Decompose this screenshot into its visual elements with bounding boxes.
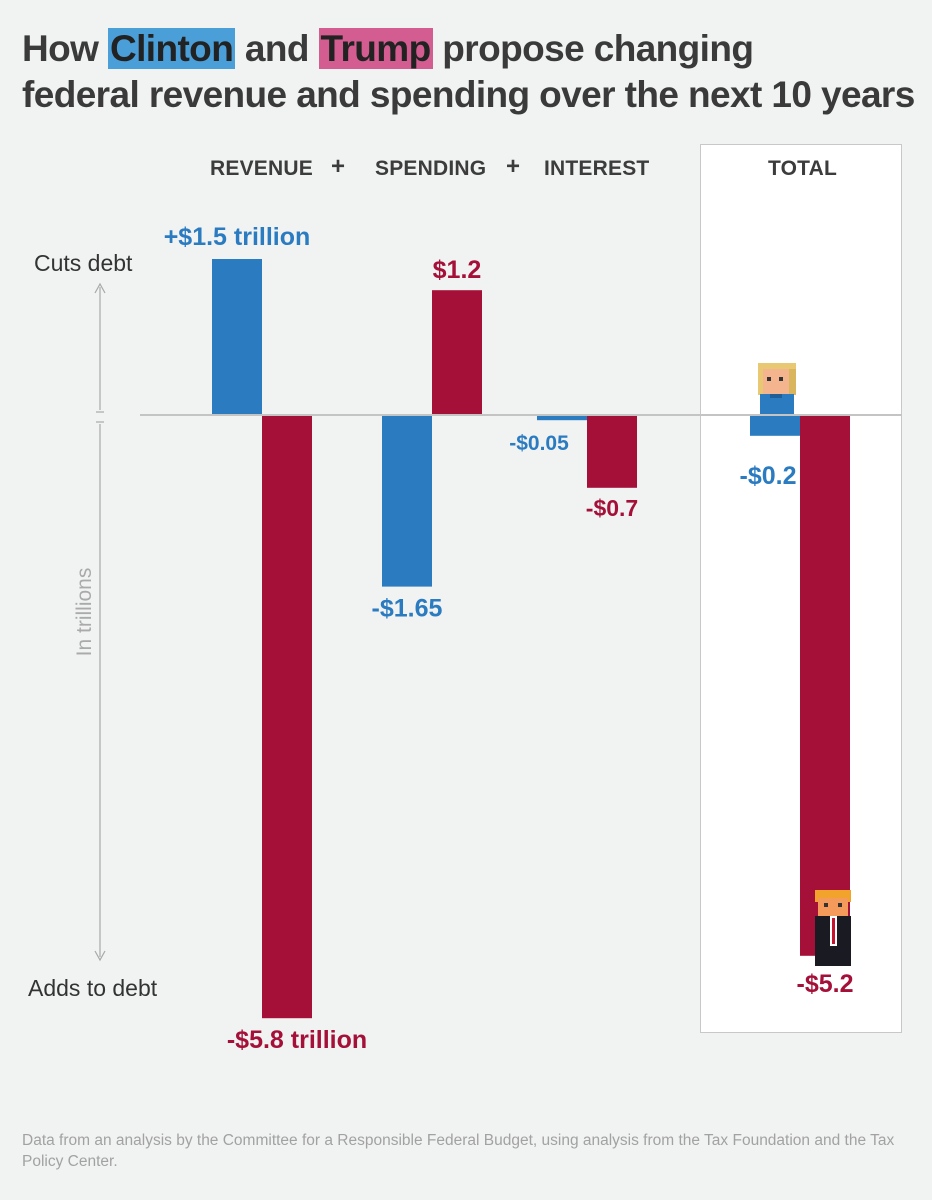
title-middle: and [235, 28, 319, 69]
value-label-trump-revenue: -$5.8 trillion [227, 1026, 367, 1054]
bar-clinton-total [750, 415, 800, 436]
title-trump-highlight: Trump [318, 28, 433, 69]
header-total: TOTAL [768, 157, 838, 180]
bar-clinton-interest [537, 415, 587, 421]
value-label-clinton-spending: -$1.65 [372, 595, 443, 623]
header-interest: INTEREST [544, 157, 650, 180]
adds-to-debt-label: Adds to debt [28, 975, 158, 1001]
title-clinton-highlight: Clinton [107, 28, 236, 69]
axis-arrow-up-head [94, 282, 106, 294]
trump-figure-icon [815, 890, 851, 966]
header-spending: SPENDING [375, 157, 487, 180]
title-line1-suffix: propose changing [432, 28, 754, 69]
value-label-trump-spending: $1.2 [433, 256, 482, 284]
value-label-trump-interest: -$0.7 [586, 495, 638, 521]
source-footnote: Data from an analysis by the Committee f… [22, 1132, 895, 1170]
bar-clinton-revenue [212, 259, 262, 415]
bar-chart: +$1.5 trillion -$5.8 trillion -$1.65 $1.2 -$… [94, 223, 902, 1054]
title-prefix: How [22, 28, 108, 69]
bar-trump-interest [587, 415, 637, 488]
header-plus-1: + [331, 153, 346, 180]
header-revenue: REVENUE [210, 157, 313, 180]
chart-title: How Clinton and Trump propose changing f… [22, 26, 922, 118]
header-plus-2: + [506, 153, 521, 180]
value-label-clinton-interest: -$0.05 [509, 432, 569, 455]
cuts-debt-label: Cuts debt [34, 250, 133, 276]
bar-trump-spending [432, 290, 482, 415]
value-label-trump-total: -$5.2 [797, 970, 854, 998]
bar-trump-total [800, 415, 850, 956]
title-line2: federal revenue and spending over the ne… [22, 74, 915, 115]
value-label-clinton-total: -$0.2 [740, 462, 797, 490]
bar-clinton-spending [382, 415, 432, 587]
value-label-clinton-revenue: +$1.5 trillion [164, 223, 311, 251]
axis-arrow-down-head [94, 950, 106, 962]
clinton-figure-icon [758, 363, 796, 414]
bar-trump-revenue [262, 415, 312, 1019]
